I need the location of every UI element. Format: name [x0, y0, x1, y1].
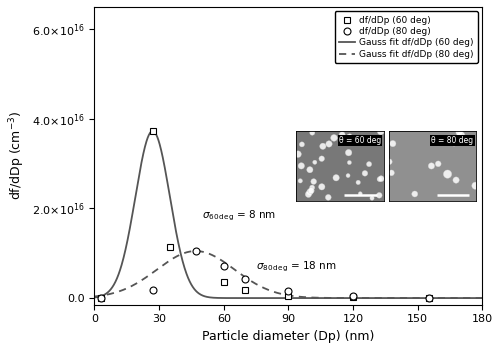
Point	[411, 191, 419, 197]
Point	[376, 176, 384, 182]
Point	[434, 161, 442, 167]
Text: θ = 60 deg: θ = 60 deg	[339, 136, 381, 145]
Point	[375, 193, 383, 198]
Point	[298, 142, 306, 147]
Point	[452, 177, 460, 183]
Point	[311, 160, 319, 165]
Point	[346, 160, 354, 165]
Point	[310, 179, 318, 184]
Point	[450, 141, 458, 146]
Point	[330, 135, 338, 141]
Point	[361, 170, 369, 176]
Point	[388, 170, 396, 176]
Point	[368, 195, 376, 201]
Point	[365, 161, 373, 167]
Point	[306, 167, 314, 173]
Point	[306, 189, 314, 195]
Point	[456, 130, 464, 135]
Text: $\sigma_{60\,\mathrm{deg}}$ = 8 nm: $\sigma_{60\,\mathrm{deg}}$ = 8 nm	[202, 209, 276, 223]
Point	[324, 195, 332, 200]
Legend: df/dDp (60 deg), df/dDp (80 deg), Gauss fit df/dDp (60 deg), Gauss fit df/dDp (8: df/dDp (60 deg), df/dDp (80 deg), Gauss …	[334, 12, 478, 63]
Point	[318, 156, 326, 161]
Point	[457, 133, 465, 138]
Point	[428, 163, 436, 169]
Point	[345, 134, 353, 140]
Point	[376, 129, 384, 134]
Point	[472, 183, 480, 189]
Point	[344, 173, 352, 178]
Point	[298, 163, 306, 169]
Point	[304, 191, 312, 197]
Point	[296, 178, 304, 184]
Point	[377, 176, 385, 182]
Point	[389, 141, 397, 146]
Y-axis label: df/dDp (cm$^{-3}$): df/dDp (cm$^{-3}$)	[7, 111, 26, 201]
Point	[338, 132, 346, 138]
Point	[308, 130, 316, 135]
Point	[325, 141, 333, 147]
Point	[344, 150, 352, 155]
Point	[356, 191, 364, 196]
Point	[337, 140, 345, 145]
Point	[294, 151, 302, 157]
Point	[332, 175, 340, 181]
Point	[307, 188, 315, 194]
Point	[308, 185, 316, 190]
Point	[444, 171, 452, 177]
Point	[346, 133, 354, 139]
Point	[354, 180, 362, 185]
Text: $\sigma_{80\,\mathrm{deg}}$ = 18 nm: $\sigma_{80\,\mathrm{deg}}$ = 18 nm	[256, 259, 336, 274]
Point	[318, 184, 326, 190]
X-axis label: Particle diameter (Dp) (nm): Particle diameter (Dp) (nm)	[202, 330, 374, 343]
Text: θ = 80 deg: θ = 80 deg	[432, 136, 474, 145]
Point	[319, 144, 327, 149]
Point	[386, 159, 394, 164]
